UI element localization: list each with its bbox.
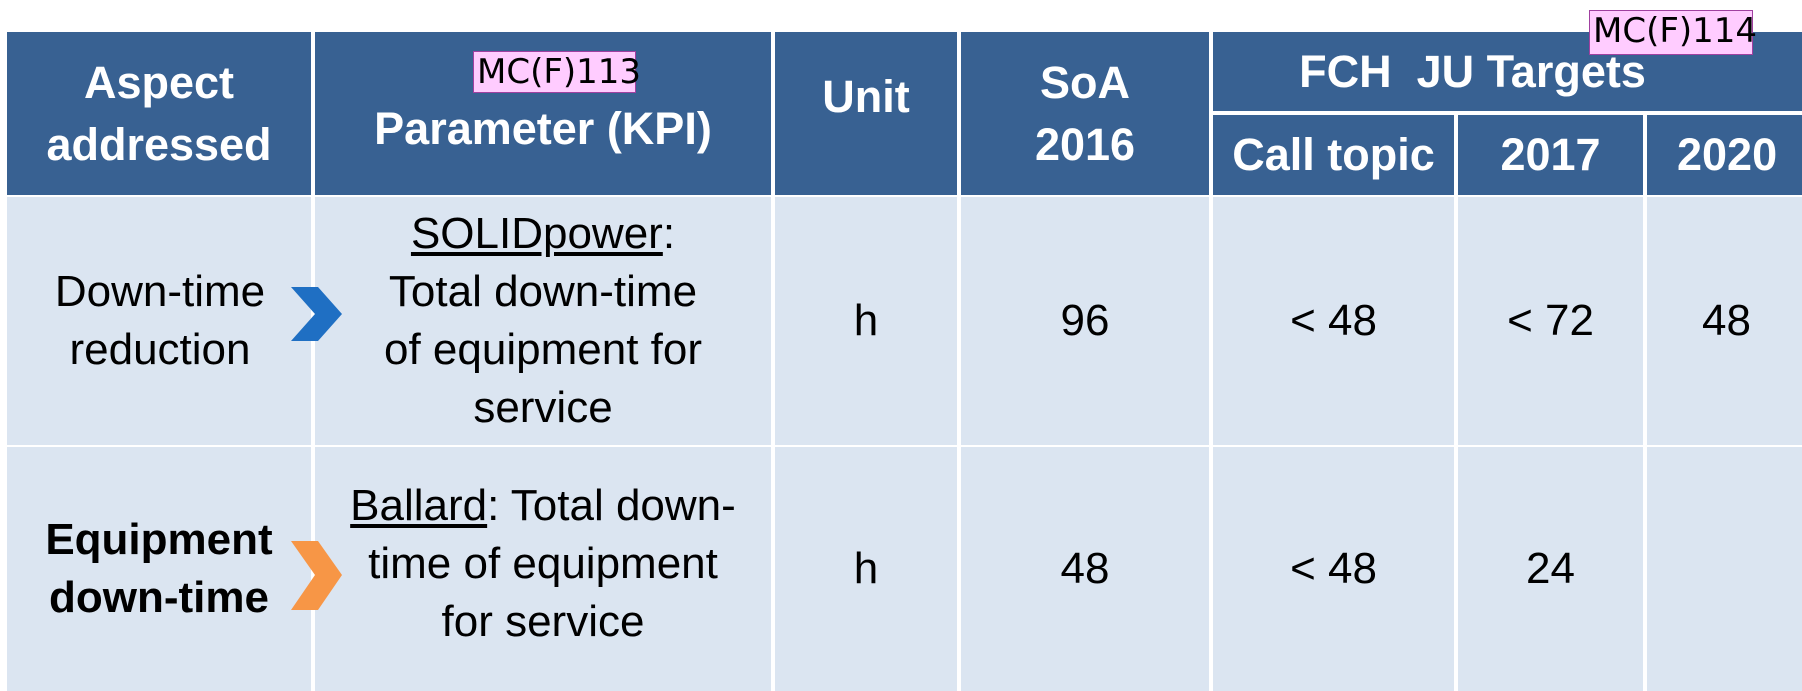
parameter: SOLIDpower: Total down-time of equipment… xyxy=(373,205,713,437)
cell: 48 xyxy=(1647,197,1802,445)
unit: h xyxy=(853,296,879,345)
parameter-text: : Total down-time of equipment for servi… xyxy=(384,209,702,432)
aspect: Equipment down-time xyxy=(45,515,273,622)
cell: 96 xyxy=(961,197,1209,445)
cell: h xyxy=(775,447,957,691)
company: SOLIDpower xyxy=(410,209,663,258)
cell: 48 xyxy=(961,447,1209,691)
parameter: Ballard: Total down-time of equipment fo… xyxy=(343,477,743,651)
cell: h xyxy=(775,197,957,445)
annotation: MC(F)113 xyxy=(473,51,641,93)
header-cell: 2020 xyxy=(1647,115,1802,195)
header-cell: Aspect addressed xyxy=(7,32,311,195)
header-cell: SoA 2016 xyxy=(961,32,1209,195)
header-text: Unit xyxy=(822,70,910,122)
header-cell: 2017 xyxy=(1458,115,1643,195)
header-text: 2017 xyxy=(1500,129,1601,180)
call-topic: < 48 xyxy=(1290,544,1377,593)
chevron-blue xyxy=(291,287,342,341)
header-text: Aspect addressed xyxy=(46,56,272,170)
target-2017: < 72 xyxy=(1507,296,1594,345)
aspect: Down-time reduction xyxy=(54,267,266,374)
company: Ballard xyxy=(350,481,488,530)
soa: 96 xyxy=(1060,296,1110,345)
soa: 48 xyxy=(1060,544,1110,593)
cell: < 72 xyxy=(1458,197,1643,445)
target-2020: 48 xyxy=(1702,296,1751,345)
header-text: Call topic xyxy=(1232,129,1435,180)
cell: SOLIDpower: Total down-time of equipment… xyxy=(315,197,771,445)
cell: Equipment down-time xyxy=(7,447,311,691)
chevron-orange xyxy=(291,541,342,610)
cell xyxy=(1647,447,1802,691)
unit: h xyxy=(853,544,879,593)
header-text: Parameter (KPI) xyxy=(374,102,712,154)
parameter-text: : Total down-time of equipment for servi… xyxy=(368,481,736,646)
annotation: MC(F)114 xyxy=(1589,10,1757,55)
header-cell: Call topic xyxy=(1213,115,1454,195)
cell: 24 xyxy=(1458,447,1643,691)
target-2017: 24 xyxy=(1526,544,1575,593)
cell: Ballard: Total down-time of equipment fo… xyxy=(315,447,771,691)
cell: < 48 xyxy=(1213,197,1454,445)
cell: < 48 xyxy=(1213,447,1454,691)
header-cell: Unit xyxy=(775,32,957,195)
header-text: 2020 xyxy=(1677,129,1778,180)
call-topic: < 48 xyxy=(1290,296,1377,345)
cell: Down-time reduction xyxy=(7,197,311,445)
header-text: SoA 2016 xyxy=(1034,56,1136,170)
